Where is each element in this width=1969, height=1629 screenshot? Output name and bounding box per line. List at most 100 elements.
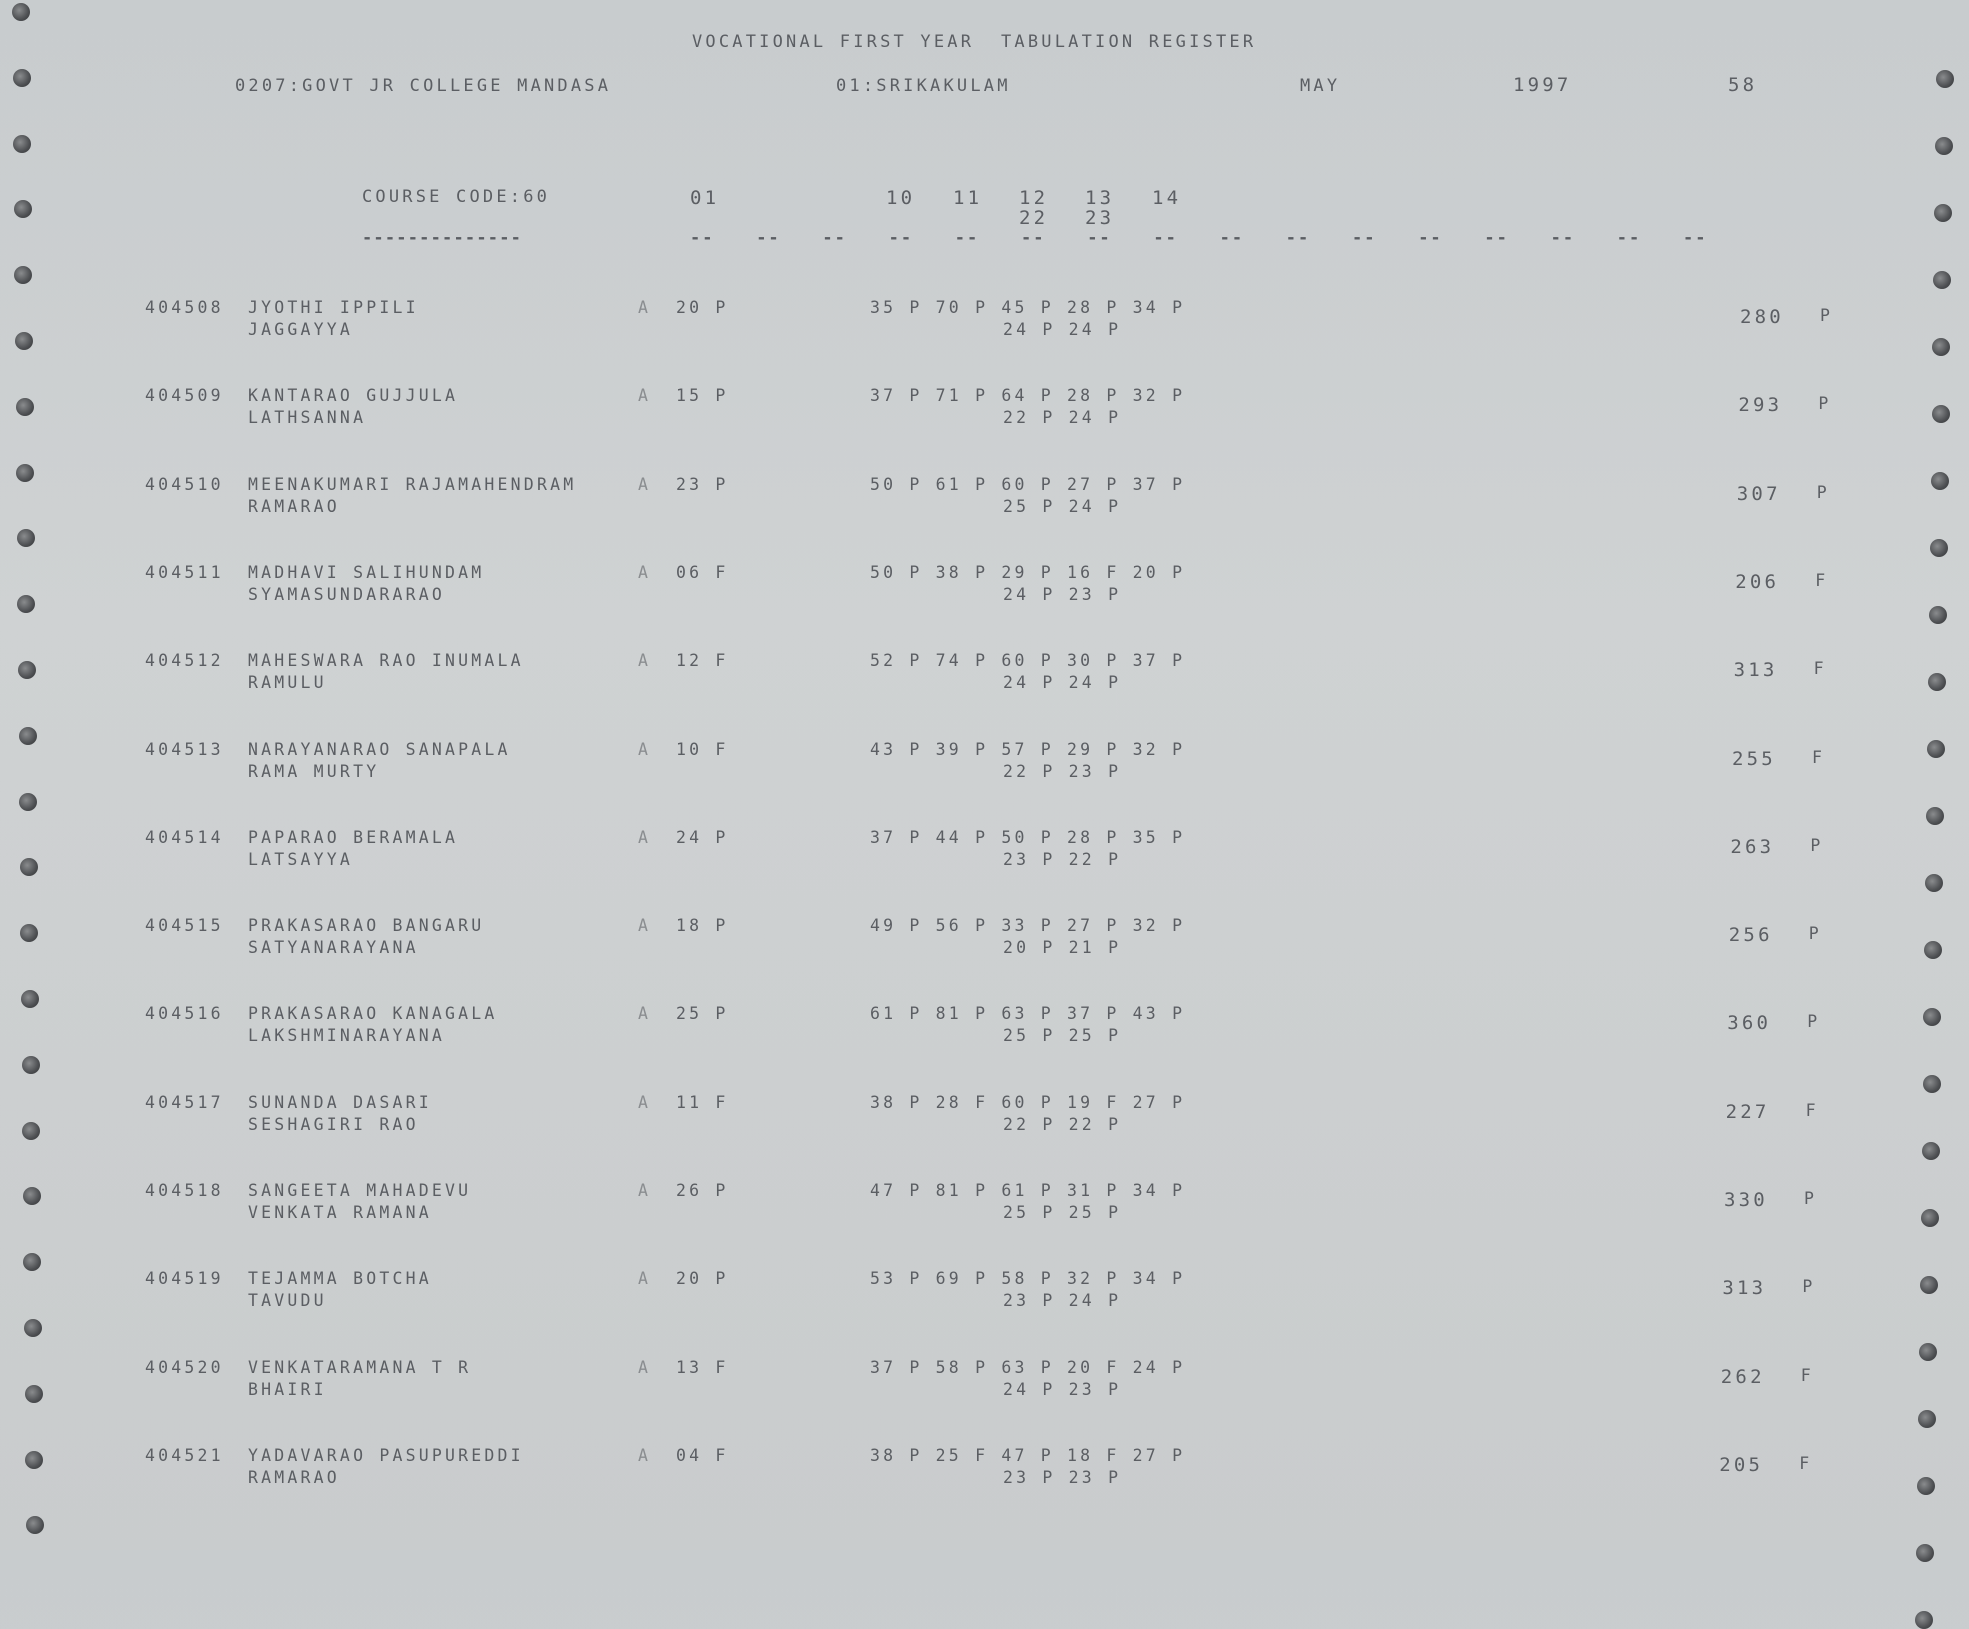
group-code: A — [638, 916, 652, 936]
hall-ticket-number: 404515 — [145, 916, 224, 936]
feed-hole-icon — [1918, 1410, 1936, 1428]
total-marks: 280 — [1740, 306, 1784, 328]
total-marks: 360 — [1727, 1012, 1772, 1035]
column-22: 22 — [1019, 207, 1049, 229]
feed-hole-icon — [18, 726, 37, 745]
part-1-marks: 10 F — [676, 739, 729, 759]
feed-hole-icon — [16, 529, 35, 548]
hall-ticket-number: 404517 — [145, 1092, 224, 1112]
subject-marks-second-line: 24 P 23 P — [1003, 1379, 1122, 1399]
total-marks: 263 — [1730, 835, 1775, 858]
subject-marks-second-line: 25 P 25 P — [1003, 1026, 1122, 1046]
father-name: SYAMASUNDARARAO — [248, 584, 446, 604]
group-code: A — [638, 562, 652, 582]
student-name: MEENAKUMARI RAJAMAHENDRAM — [248, 474, 577, 494]
feed-hole-icon — [13, 134, 32, 153]
feed-hole-icon — [1916, 1544, 1935, 1562]
column-underline: -- — [888, 228, 914, 248]
subject-marks: 50 P 38 P 29 P 16 F 20 P — [870, 562, 1186, 582]
feed-hole-icon — [1927, 740, 1945, 758]
feed-hole-icon — [1930, 472, 1949, 490]
subject-marks: 53 P 69 P 58 P 32 P 34 P — [870, 1269, 1186, 1289]
group-code: A — [638, 739, 652, 759]
subject-marks: 38 P 25 F 47 P 18 F 27 P — [870, 1445, 1186, 1465]
feed-hole-icon — [22, 1121, 41, 1140]
column-01: 01 — [690, 187, 720, 209]
feed-hole-icon — [23, 1253, 42, 1272]
subject-marks-second-line: 22 P 22 P — [1003, 1114, 1122, 1134]
result-status: P — [1807, 1012, 1821, 1032]
feed-hole-icon — [12, 3, 30, 21]
result-status: P — [1802, 1277, 1816, 1297]
total-marks: 227 — [1725, 1100, 1770, 1123]
student-name: SANGEETA MAHADEVU — [248, 1181, 472, 1200]
column-underline: -- — [1550, 228, 1576, 248]
register-title: VOCATIONAL FIRST YEAR TABULATION REGISTE… — [692, 32, 1257, 52]
father-name: VENKATA RAMANA — [248, 1203, 432, 1222]
column-underline: -- — [1021, 228, 1046, 248]
part-1-marks: 13 F — [676, 1357, 729, 1377]
total-marks: 313 — [1722, 1277, 1767, 1300]
result-status: P — [1820, 306, 1834, 325]
father-name: BHAIRI — [248, 1379, 327, 1399]
course-code-underline: -------------- — [362, 228, 523, 248]
feed-hole-icon — [1918, 1343, 1937, 1361]
feed-hole-icon — [1936, 70, 1954, 88]
feed-hole-icon — [19, 858, 38, 877]
hall-ticket-number: 404512 — [145, 651, 224, 671]
feed-hole-icon — [21, 990, 39, 1008]
total-marks: 205 — [1719, 1453, 1764, 1476]
group-code: A — [638, 1004, 652, 1024]
father-name: SESHAGIRI RAO — [248, 1114, 419, 1134]
result-status: F — [1805, 1100, 1819, 1120]
student-name: YADAVARAO PASUPUREDDI — [248, 1445, 524, 1465]
group-code: A — [638, 1269, 652, 1289]
feed-hole-icon — [18, 661, 36, 679]
student-name: PAPARAO BERAMALA — [248, 827, 459, 847]
total-marks: 256 — [1728, 924, 1773, 947]
feed-hole-icon — [1924, 941, 1943, 959]
college-name: 0207:GOVT JR COLLEGE MANDASA — [235, 76, 612, 96]
subject-marks: 50 P 61 P 60 P 27 P 37 P — [870, 474, 1186, 494]
feed-hole-icon — [1927, 673, 1946, 691]
father-name: LAKSHMINARAYANA — [248, 1026, 446, 1046]
feed-hole-icon — [22, 1187, 41, 1206]
hall-ticket-number: 404511 — [145, 562, 224, 582]
hall-ticket-number: 404510 — [145, 474, 224, 494]
subject-marks-second-line: 22 P 24 P — [1003, 408, 1122, 428]
feed-hole-icon — [1931, 405, 1950, 423]
total-marks: 307 — [1736, 482, 1781, 505]
exam-year: 1997 — [1513, 74, 1572, 96]
subject-marks: 37 P 44 P 50 P 28 P 35 P — [870, 827, 1186, 847]
feed-hole-icon — [12, 68, 31, 87]
feed-hole-icon — [15, 332, 33, 350]
feed-hole-icon — [24, 1319, 42, 1337]
father-name: LATHSANNA — [248, 408, 367, 428]
hall-ticket-number: 404509 — [145, 386, 224, 406]
tabulation-register-sheet: VOCATIONAL FIRST YEAR TABULATION REGISTE… — [12, 3, 1954, 1629]
student-name: JYOTHI IPPILI — [248, 298, 419, 317]
column-underline: -- — [1616, 228, 1642, 248]
feed-hole-icon — [1934, 204, 1953, 222]
student-name: MAHESWARA RAO INUMALA — [248, 651, 524, 671]
student-name: MADHAVI SALIHUNDAM — [248, 562, 485, 582]
result-status: F — [1812, 747, 1826, 767]
hall-ticket-number: 404519 — [145, 1269, 224, 1289]
feed-hole-icon — [25, 1450, 44, 1469]
hall-ticket-number: 404513 — [145, 739, 224, 759]
student-name: SUNANDA DASARI — [248, 1092, 432, 1112]
part-1-marks: 11 F — [676, 1092, 729, 1112]
subject-marks: 43 P 39 P 57 P 29 P 32 P — [870, 739, 1186, 759]
course-code: COURSE CODE:60 — [362, 187, 551, 207]
column-underline: -- — [1087, 228, 1112, 248]
part-1-marks: 04 F — [676, 1445, 729, 1465]
group-code: A — [638, 1445, 652, 1465]
subject-marks: 49 P 56 P 33 P 27 P 32 P — [870, 916, 1186, 936]
result-status: P — [1804, 1189, 1818, 1208]
feed-hole-icon — [1922, 1075, 1941, 1093]
feed-hole-icon — [25, 1516, 44, 1535]
result-status: P — [1818, 394, 1832, 414]
result-status: F — [1813, 659, 1827, 679]
subject-marks: 47 P 81 P 61 P 31 P 34 P — [870, 1181, 1186, 1200]
subject-marks-second-line: 24 P 24 P — [1003, 320, 1122, 339]
